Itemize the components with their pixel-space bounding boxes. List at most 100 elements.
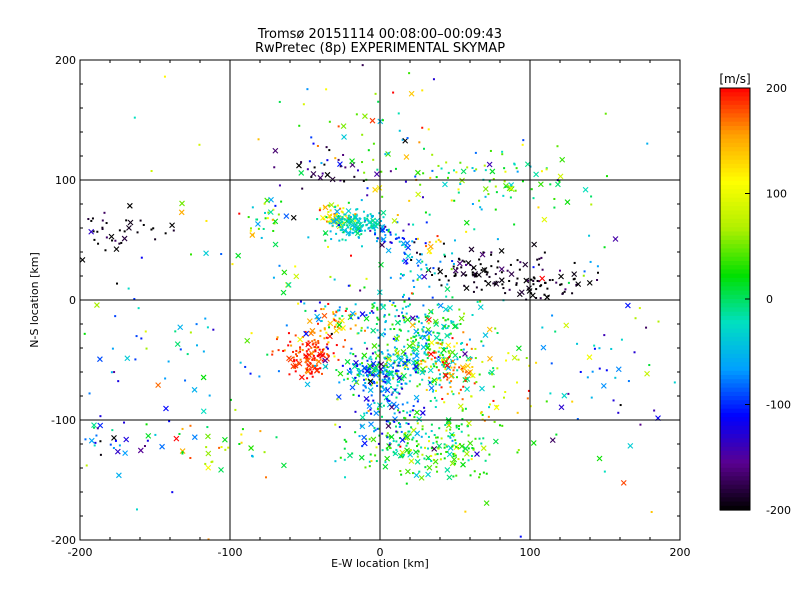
- data-point: [405, 482, 408, 485]
- data-point-cross: [486, 326, 493, 333]
- data-point: [368, 465, 371, 468]
- data-point: [422, 304, 425, 307]
- data-point: [372, 214, 375, 217]
- data-point: [401, 403, 404, 406]
- data-point: [398, 380, 401, 383]
- data-point: [341, 221, 344, 224]
- data-point: [501, 153, 504, 156]
- data-point: [357, 236, 360, 239]
- data-point: [397, 370, 400, 373]
- data-point: [433, 351, 436, 354]
- data-point: [339, 207, 342, 210]
- data-point: [425, 245, 428, 248]
- data-point-cross: [480, 445, 487, 452]
- data-point-cross: [444, 286, 451, 293]
- data-point: [440, 352, 443, 355]
- data-point: [330, 238, 333, 241]
- data-point-cross: [462, 351, 468, 357]
- data-point: [501, 283, 504, 286]
- colorbar-band: [720, 459, 750, 465]
- data-point: [325, 346, 328, 349]
- data-point: [137, 307, 140, 310]
- data-point: [551, 278, 554, 281]
- data-point: [366, 217, 369, 220]
- data-point: [315, 343, 318, 346]
- data-point: [383, 333, 386, 336]
- data-point: [333, 212, 336, 215]
- data-point: [341, 364, 344, 367]
- data-point: [381, 371, 384, 374]
- data-point: [442, 365, 445, 368]
- data-point-cross: [248, 445, 254, 451]
- colorbar-band: [720, 484, 750, 490]
- colorbar-band: [720, 193, 750, 199]
- data-point: [460, 342, 463, 345]
- data-point: [357, 332, 360, 335]
- data-point: [563, 290, 566, 293]
- data-point: [360, 245, 363, 248]
- data-point: [536, 258, 539, 261]
- data-point-cross: [460, 365, 467, 372]
- data-point: [633, 351, 636, 354]
- data-point: [473, 382, 476, 385]
- data-point: [388, 443, 391, 446]
- data-point: [532, 279, 535, 282]
- data-point-cross: [359, 311, 366, 317]
- data-point: [365, 374, 368, 377]
- data-point: [446, 326, 449, 329]
- data-point: [462, 348, 465, 351]
- data-point: [430, 358, 433, 361]
- colorbar-band: [720, 324, 750, 330]
- data-point: [116, 282, 119, 285]
- data-point: [349, 367, 352, 370]
- data-point: [417, 345, 420, 348]
- data-point-cross: [370, 327, 377, 334]
- data-point: [315, 359, 318, 362]
- data-point: [484, 195, 487, 198]
- data-point-cross: [349, 310, 356, 317]
- data-point: [93, 238, 96, 241]
- data-point: [488, 406, 491, 409]
- data-point: [487, 193, 490, 196]
- data-point-cross: [460, 271, 467, 277]
- data-point: [394, 388, 397, 391]
- data-point: [436, 331, 439, 334]
- colorbar-band: [720, 450, 750, 456]
- data-point: [502, 287, 505, 290]
- data-point: [325, 88, 328, 91]
- data-point: [103, 211, 106, 214]
- data-point: [387, 353, 390, 356]
- data-point: [276, 336, 279, 339]
- data-point: [403, 416, 406, 419]
- colorbar-band: [720, 252, 750, 258]
- data-point: [356, 169, 359, 172]
- data-point: [453, 199, 456, 202]
- data-point-cross: [373, 372, 379, 379]
- data-point: [344, 476, 347, 479]
- data-point: [423, 457, 426, 460]
- data-point: [389, 233, 392, 236]
- colorbar-band: [720, 244, 750, 249]
- data-point: [465, 343, 468, 346]
- data-point: [347, 216, 350, 219]
- data-point: [377, 344, 380, 347]
- data-point-cross: [97, 422, 104, 429]
- data-point: [590, 203, 593, 206]
- data-point-cross: [474, 451, 480, 457]
- data-point: [101, 226, 104, 229]
- data-point: [408, 380, 411, 383]
- data-point: [96, 427, 99, 430]
- data-point: [458, 258, 461, 261]
- data-point-cross: [437, 268, 444, 275]
- data-point: [435, 440, 438, 443]
- data-point: [377, 372, 380, 375]
- data-point: [174, 330, 177, 333]
- data-point: [95, 434, 98, 437]
- data-point: [478, 437, 481, 440]
- data-point-cross: [406, 343, 413, 350]
- data-point: [494, 185, 497, 188]
- data-point-cross: [493, 404, 500, 411]
- data-point: [451, 433, 454, 436]
- data-point: [357, 317, 360, 320]
- data-point: [374, 92, 377, 95]
